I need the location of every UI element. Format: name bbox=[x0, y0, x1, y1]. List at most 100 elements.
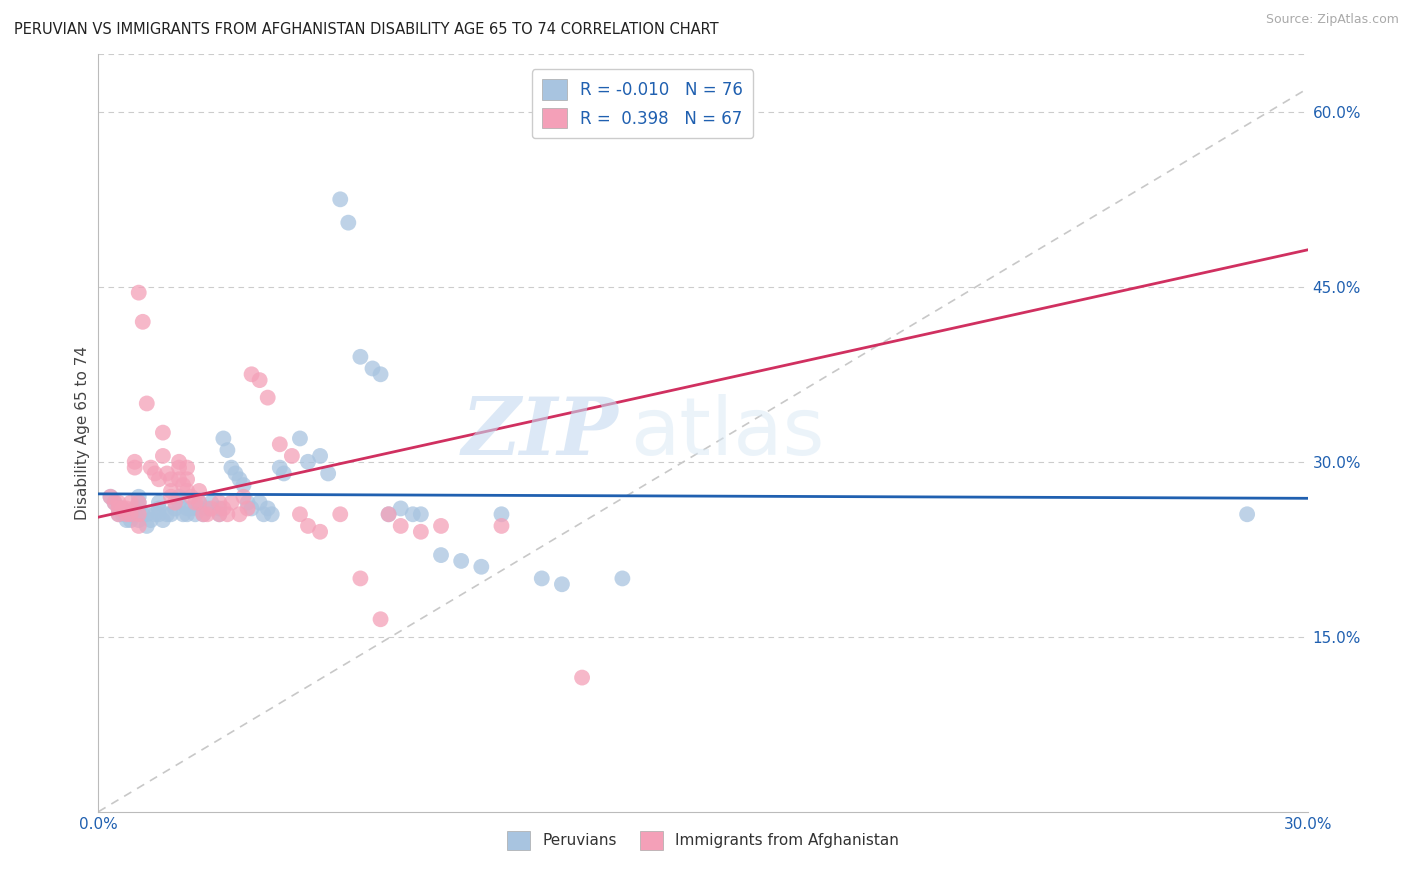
Point bbox=[200, 501, 222, 516]
Point bbox=[148, 501, 170, 516]
Point bbox=[253, 508, 276, 522]
Point bbox=[208, 508, 231, 522]
Point bbox=[288, 432, 311, 446]
Point bbox=[217, 443, 239, 458]
Point bbox=[491, 508, 513, 522]
Point bbox=[329, 508, 352, 522]
Point bbox=[389, 501, 412, 516]
Point bbox=[120, 495, 142, 509]
Point bbox=[152, 513, 174, 527]
Point bbox=[176, 501, 198, 516]
Point bbox=[163, 501, 186, 516]
Point bbox=[273, 467, 295, 481]
Point bbox=[224, 467, 246, 481]
Point bbox=[361, 361, 384, 376]
Point bbox=[195, 501, 218, 516]
Point bbox=[124, 508, 146, 522]
Point bbox=[152, 449, 174, 463]
Point bbox=[208, 501, 231, 516]
Point bbox=[188, 495, 211, 509]
Point bbox=[135, 396, 157, 410]
Point bbox=[212, 501, 235, 516]
Point bbox=[172, 478, 194, 492]
Point bbox=[316, 467, 339, 481]
Point bbox=[377, 508, 399, 522]
Point bbox=[180, 490, 202, 504]
Point bbox=[132, 315, 155, 329]
Point bbox=[115, 513, 138, 527]
Point bbox=[221, 460, 243, 475]
Point bbox=[156, 508, 179, 522]
Point bbox=[107, 495, 129, 509]
Point bbox=[612, 571, 634, 585]
Point bbox=[176, 460, 198, 475]
Point bbox=[160, 508, 183, 522]
Point bbox=[160, 483, 183, 498]
Point bbox=[167, 460, 190, 475]
Point bbox=[188, 483, 211, 498]
Point bbox=[100, 490, 122, 504]
Point bbox=[135, 508, 157, 522]
Point bbox=[107, 501, 129, 516]
Point bbox=[188, 495, 211, 509]
Point bbox=[349, 350, 371, 364]
Point bbox=[309, 524, 332, 539]
Point bbox=[135, 519, 157, 533]
Point bbox=[236, 495, 259, 509]
Legend: Peruvians, Immigrants from Afghanistan: Peruvians, Immigrants from Afghanistan bbox=[499, 823, 907, 857]
Point bbox=[217, 508, 239, 522]
Point bbox=[176, 483, 198, 498]
Point bbox=[128, 285, 150, 300]
Point bbox=[132, 508, 155, 522]
Point bbox=[139, 513, 162, 527]
Point bbox=[160, 472, 183, 486]
Point bbox=[128, 490, 150, 504]
Point bbox=[120, 508, 142, 522]
Point bbox=[212, 432, 235, 446]
Point bbox=[389, 519, 412, 533]
Point bbox=[193, 508, 215, 522]
Point bbox=[128, 495, 150, 509]
Point bbox=[269, 460, 291, 475]
Point bbox=[530, 571, 553, 585]
Point bbox=[430, 519, 453, 533]
Point bbox=[172, 508, 194, 522]
Point bbox=[111, 501, 134, 516]
Point bbox=[269, 437, 291, 451]
Point bbox=[100, 490, 122, 504]
Point bbox=[152, 425, 174, 440]
Point bbox=[167, 455, 190, 469]
Point bbox=[195, 508, 218, 522]
Point bbox=[329, 192, 352, 206]
Point bbox=[128, 513, 150, 527]
Point bbox=[167, 495, 190, 509]
Point bbox=[107, 508, 129, 522]
Point bbox=[128, 519, 150, 533]
Point bbox=[184, 495, 207, 509]
Point bbox=[156, 467, 179, 481]
Point bbox=[124, 501, 146, 516]
Point bbox=[309, 449, 332, 463]
Point bbox=[200, 495, 222, 509]
Point bbox=[297, 455, 319, 469]
Point bbox=[180, 501, 202, 516]
Point bbox=[236, 501, 259, 516]
Text: ZIP: ZIP bbox=[461, 394, 619, 471]
Point bbox=[143, 467, 166, 481]
Point bbox=[571, 671, 593, 685]
Point bbox=[491, 519, 513, 533]
Y-axis label: Disability Age 65 to 74: Disability Age 65 to 74 bbox=[75, 345, 90, 520]
Point bbox=[148, 472, 170, 486]
Point bbox=[115, 508, 138, 522]
Point bbox=[349, 571, 371, 585]
Point bbox=[160, 490, 183, 504]
Point bbox=[288, 508, 311, 522]
Point bbox=[232, 490, 254, 504]
Point bbox=[128, 495, 150, 509]
Text: atlas: atlas bbox=[630, 393, 825, 472]
Point bbox=[176, 472, 198, 486]
Point bbox=[148, 508, 170, 522]
Point bbox=[208, 495, 231, 509]
Point bbox=[430, 548, 453, 562]
Point bbox=[409, 524, 432, 539]
